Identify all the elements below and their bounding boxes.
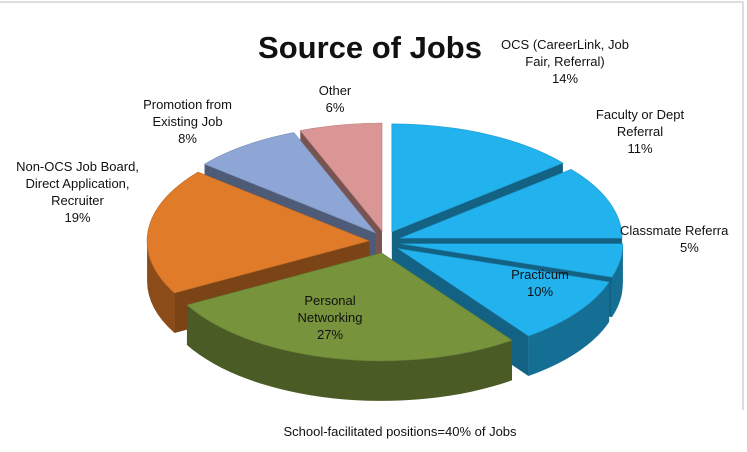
slice-label: OCS (CareerLink, Job Fair, Referral) 14% xyxy=(500,36,630,87)
slice-label: Non-OCS Job Board, Direct Application, R… xyxy=(10,158,145,226)
slice-label: Other 6% xyxy=(305,82,365,116)
slice-wall xyxy=(147,240,175,333)
category-label: OCS (CareerLink, Job Fair, Referral) xyxy=(501,37,629,69)
slice-tops xyxy=(146,122,624,362)
slice-label: Personal Networking 27% xyxy=(285,292,375,343)
value-label: 5% xyxy=(680,240,699,255)
slice-wall xyxy=(528,281,610,376)
category-label: Faculty or Dept Referral xyxy=(595,107,685,139)
chart-title: Source of Jobs xyxy=(258,30,482,65)
slice-label: Promotion from Existing Job 8% xyxy=(135,96,240,147)
slice xyxy=(186,252,513,362)
category-label: Classmate Referra xyxy=(620,223,729,238)
category-label: Practicum xyxy=(511,267,569,282)
slice xyxy=(391,123,564,233)
slice xyxy=(203,132,376,234)
value-label: 27% xyxy=(316,327,344,342)
slice xyxy=(146,171,371,294)
slice xyxy=(400,243,624,278)
value-label: 8% xyxy=(178,131,197,146)
value-label: 19% xyxy=(64,210,91,225)
slice-label: Classmate Referra 5% xyxy=(620,222,747,256)
slice xyxy=(299,122,383,232)
category-label: Non-OCS Job Board, Direct Application, R… xyxy=(16,159,139,208)
slice-wall xyxy=(186,304,512,401)
slice xyxy=(399,169,623,239)
value-label: 11% xyxy=(627,141,653,156)
value-label: 14% xyxy=(551,71,579,86)
annotation: School-facilitated positions=40% of Jobs xyxy=(283,424,517,439)
value-label: 10% xyxy=(526,284,554,299)
slice-label: Faculty or Dept Referral 11% xyxy=(585,106,695,157)
slice-label: Practicum 10% xyxy=(495,266,585,300)
slice xyxy=(397,248,610,337)
slice-wall xyxy=(611,243,623,318)
category-label: Personal Networking xyxy=(297,293,363,325)
category-label: Other xyxy=(318,83,352,98)
value-label: 6% xyxy=(325,100,345,115)
category-label: Promotion from Existing Job xyxy=(143,97,232,129)
